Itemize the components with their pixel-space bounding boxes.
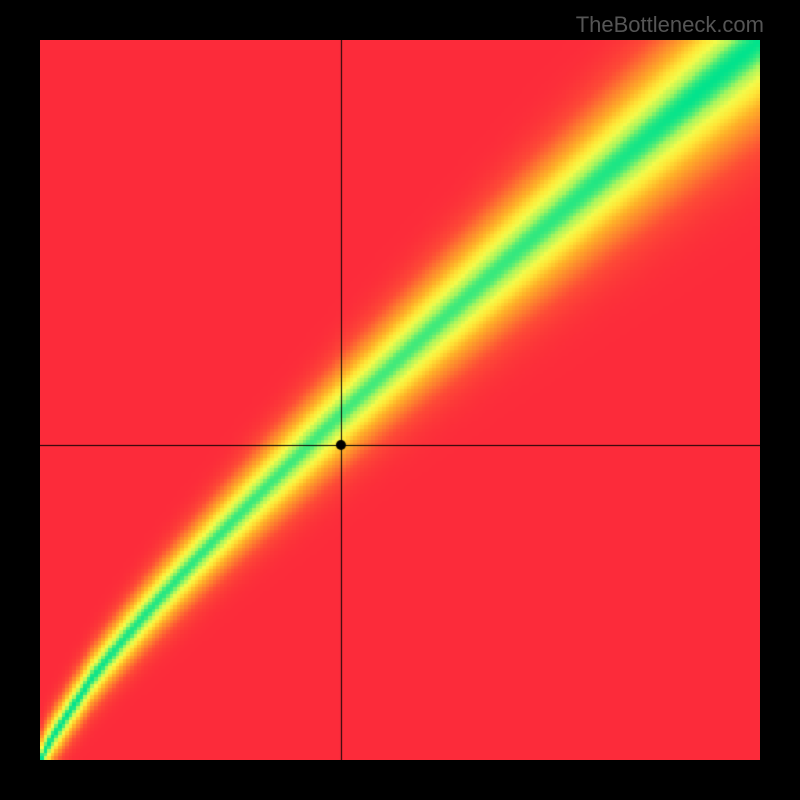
bottleneck-heatmap [40,40,760,760]
chart-container: TheBottleneck.com [0,0,800,800]
attribution-text: TheBottleneck.com [576,12,764,38]
